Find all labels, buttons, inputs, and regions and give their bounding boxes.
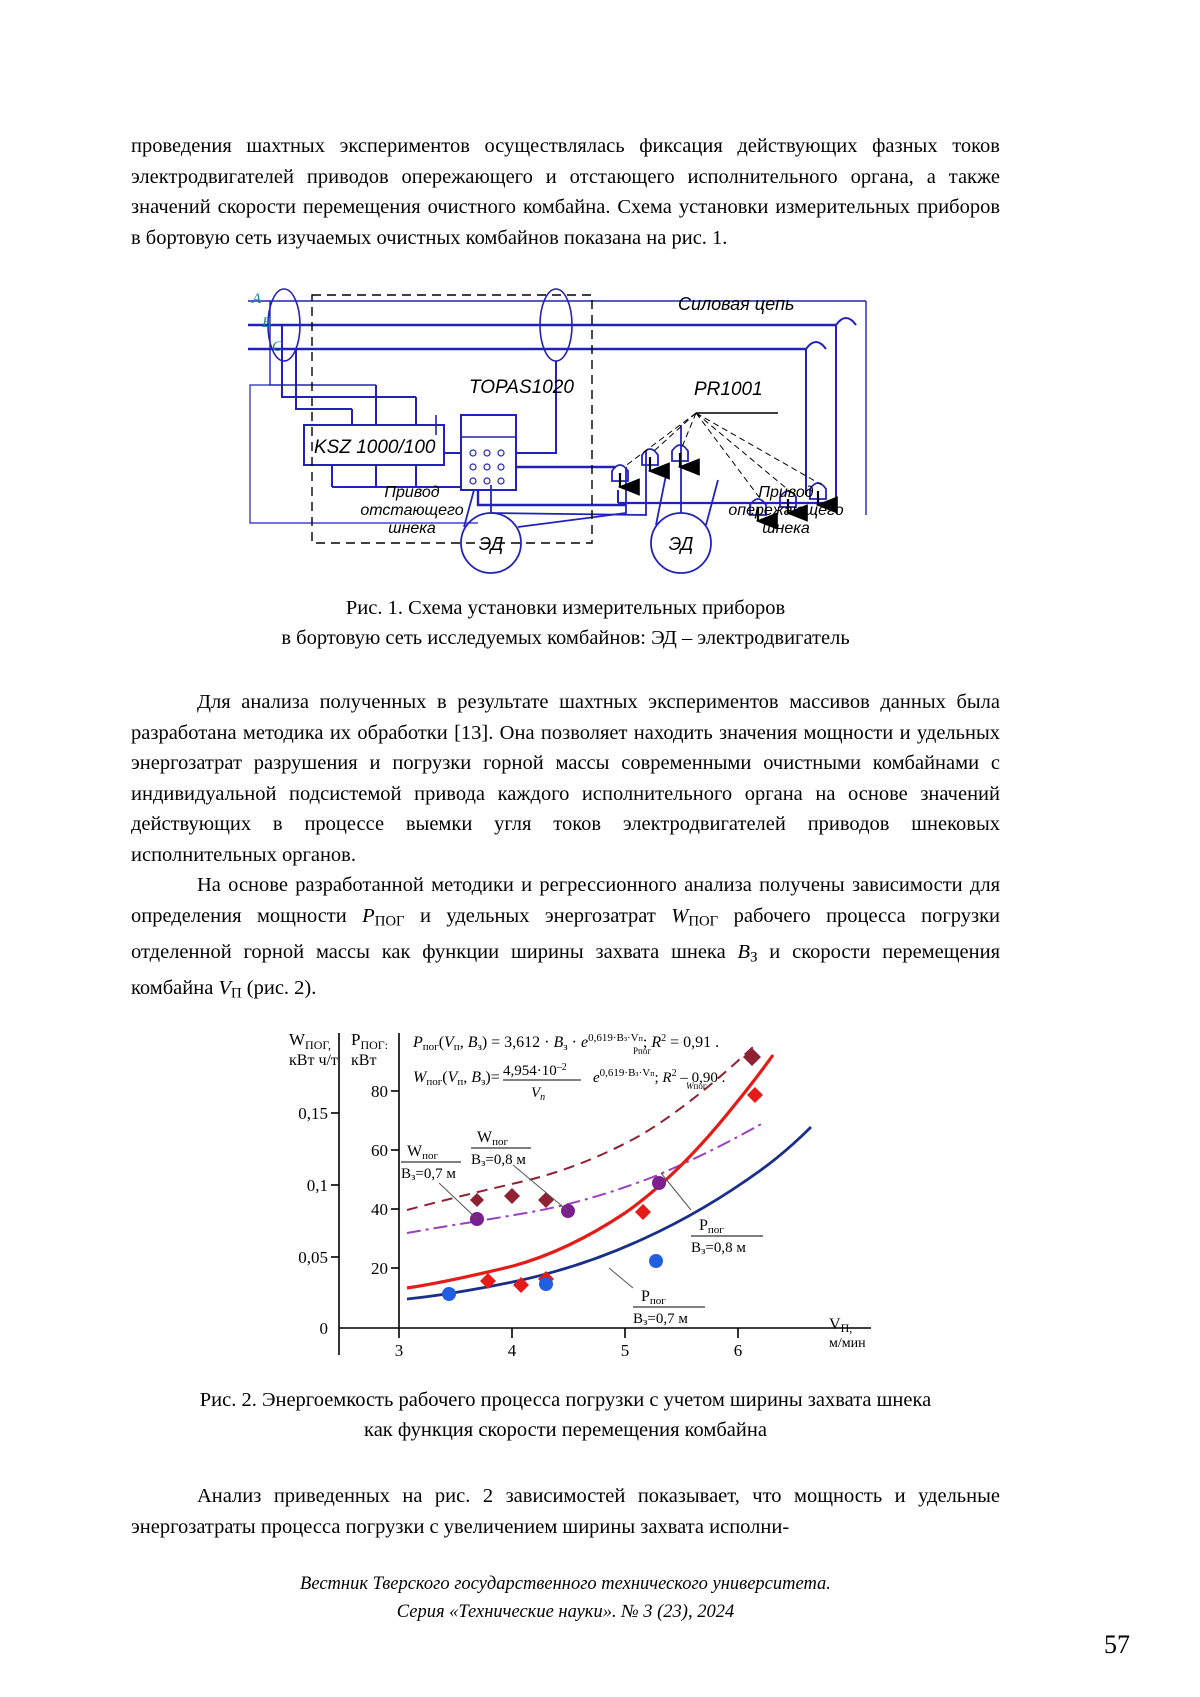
p3-symbol-w: W: [671, 904, 689, 927]
label-drive-right-3: шнека: [762, 520, 810, 537]
ytick-right-40: 40: [371, 1200, 388, 1219]
chart-formula-1: Pпог(Vп, Bз) = 3,612 · Bз · e0,619·Bз·Vп…: [412, 1032, 719, 1056]
series-p-b07-points: [442, 1254, 663, 1302]
phase-label-a: A: [251, 291, 262, 307]
chart-ylabel-left-line1: WПОГ,: [289, 1030, 331, 1052]
figure-1-caption-line-1: Рис. 1. Схема установки измерительных пр…: [345, 597, 786, 619]
svg-text:Wпог: Wпог: [686, 1081, 707, 1091]
ytick-right-20: 20: [371, 1259, 388, 1278]
page-content: проведения шахтных экспериментов осущест…: [131, 0, 1000, 1542]
chart-ylabel-right-line2: кВт: [351, 1052, 376, 1069]
p3-text-3: рабочего процесса погрузки отделенной го…: [131, 904, 1000, 963]
xtick-6: 6: [734, 1341, 743, 1360]
paragraph-3: На основе разработанной методики и регре…: [131, 870, 1000, 1009]
series-p-b08-line: [406, 1054, 775, 1290]
p3-sub-p: П: [230, 985, 242, 1002]
figure-1-schematic: A B C TOPAS1020 KSZ 1000/100 PR1001 Сило…: [248, 288, 867, 574]
page-number: 57: [1104, 1630, 1130, 1659]
svg-text:Pпог: Pпог: [641, 1288, 666, 1307]
series-w-b08-points: [470, 1048, 761, 1209]
label-drive-left-3: шнека: [388, 520, 436, 537]
svg-text:4,954·10–2: 4,954·10–2: [503, 1062, 567, 1079]
paragraph-1: проведения шахтных экспериментов осущест…: [131, 135, 1000, 249]
chart-ylabel-right-line1: PПОГ:: [351, 1030, 388, 1052]
phase-label-b: B: [262, 315, 271, 331]
svg-text:Bз=0,7 м: Bз=0,7 м: [633, 1311, 688, 1328]
svg-text:Wпог: Wпог: [407, 1143, 438, 1162]
figure-2: 0,15 0,1 0,05 0 WПОГ, кВт ч/т 80: [131, 1025, 1000, 1385]
label-motor-left: ЭД: [479, 534, 504, 554]
chart-xlabel-line2: м/мин: [829, 1336, 866, 1351]
series-w-b08-line: [406, 1046, 754, 1212]
chart-formula-2: Wпог(Vп, Bз)= 4,954·10–2 Vп e0,619·Bз·Vп…: [413, 1062, 725, 1103]
label-power-circuit: Силовая цепь: [678, 294, 794, 314]
series-w-b07-line: [406, 1122, 764, 1235]
p3-sub-pog-2: ПОГ: [688, 913, 719, 930]
p3-symbol-v: V: [218, 976, 231, 999]
figure-2-caption-line-2: как функция скорости перемещения комбайн…: [364, 1419, 767, 1442]
svg-text:Bз=0,8 м: Bз=0,8 м: [691, 1240, 746, 1257]
p3-sub-z: З: [750, 949, 758, 966]
chart-ylabel-left-line2: кВт ч/т: [289, 1052, 338, 1069]
ytick-left-01: 0,1: [307, 1176, 328, 1195]
figure-2-caption-line-1: Рис. 2. Энергоемкость рабочего процесса …: [199, 1389, 932, 1412]
ytick-left-0: 0: [320, 1319, 329, 1338]
p3-symbol-b: B: [737, 940, 751, 963]
ytick-right-80: 80: [371, 1082, 388, 1101]
label-topas: TOPAS1020: [469, 377, 574, 398]
svg-text:Pпог: Pпог: [633, 1046, 651, 1056]
svg-text:Wпог(Vп, Bз)=: Wпог(Vп, Bз)=: [413, 1069, 500, 1088]
callout-p-b08: Pпог Bз=0,8 м: [660, 1172, 763, 1257]
callout-p-b07: Pпог Bз=0,7 м: [608, 1267, 705, 1328]
svg-text:Wпог: Wпог: [477, 1129, 508, 1148]
ytick-right-60: 60: [371, 1141, 388, 1160]
label-drive-left-2: отстающего: [360, 502, 463, 519]
callout-w-b08: Wпог Bз=0,8 м: [471, 1129, 569, 1212]
xtick-5: 5: [621, 1341, 630, 1360]
xtick-4: 4: [508, 1341, 517, 1360]
chart-xlabel-line1: VП,: [829, 1316, 852, 1335]
label-drive-right-2: опережающего: [728, 502, 843, 519]
paragraph-2: Для анализа полученных в результате шахт…: [131, 691, 1000, 866]
paragraph-4: Анализ приведенных на рис. 2 зависимосте…: [131, 1485, 1000, 1538]
ytick-left-005: 0,05: [298, 1248, 328, 1267]
svg-text:Pпог: Pпог: [699, 1217, 724, 1236]
footer-line-2: Серия «Технические науки». № 3 (23), 202…: [396, 1602, 735, 1622]
label-ksz: KSZ 1000/100: [314, 437, 436, 458]
svg-text:Pпог(Vп, Bз) = 3,612 · Bз · e0: Pпог(Vп, Bз) = 3,612 · Bз · e0,619·Bз·Vп…: [412, 1032, 719, 1053]
label-drive-right-1: Привод: [758, 484, 813, 501]
ytick-left-015: 0,15: [298, 1104, 328, 1123]
label-pr1001: PR1001: [694, 379, 763, 400]
label-motor-right: ЭД: [669, 534, 694, 554]
page-footer: Вестник Тверского государственного техни…: [131, 1570, 1000, 1626]
svg-text:Bз=0,7 м: Bз=0,7 м: [401, 1166, 456, 1183]
p3-text-4: и скорости перемещения комбайна: [131, 940, 1000, 999]
figure-1-caption-line-2: в бортовую сеть исследуемых комбайнов: Э…: [281, 627, 850, 649]
svg-text:Vп: Vп: [531, 1085, 545, 1103]
p3-text-2: и удельных энергозатрат: [404, 904, 672, 927]
p3-text-5: (рис. 2).: [241, 976, 317, 999]
label-drive-left-1: Привод: [384, 484, 439, 501]
svg-text:Bз=0,8 м: Bз=0,8 м: [471, 1152, 526, 1169]
series-p-b07-line: [406, 1126, 812, 1301]
p3-text-1: На основе разработанной методики и регре…: [131, 874, 1000, 927]
figure-2-chart: 0,15 0,1 0,05 0 WПОГ, кВт ч/т 80: [289, 1030, 871, 1360]
footer-line-1: Вестник Тверского государственного техни…: [300, 1574, 831, 1594]
phase-label-c: C: [272, 339, 283, 355]
p3-sub-pog-1: ПОГ: [374, 913, 405, 930]
xtick-3: 3: [395, 1341, 404, 1360]
svg-text:e0,619·Bз·Vп; R2 – 0,90 .: e0,619·Bз·Vп; R2 – 0,90 .: [593, 1067, 725, 1086]
figure-1: A B C TOPAS1020 KSZ 1000/100 PR1001 Сило…: [131, 275, 1000, 593]
p3-symbol-p: P: [362, 904, 375, 927]
